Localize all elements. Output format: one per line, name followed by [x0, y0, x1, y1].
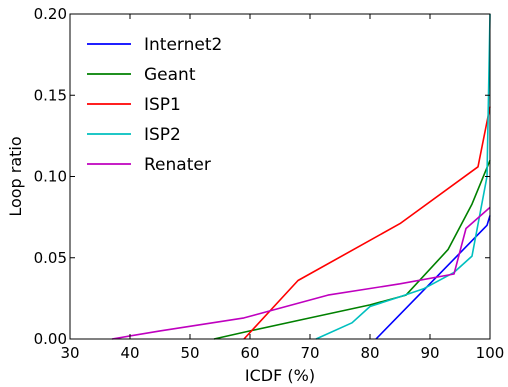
y-tick-label: 0.05: [34, 249, 67, 267]
x-tick-label: 90: [420, 344, 439, 362]
series-line-isp2: [315, 13, 491, 340]
x-tick-label: 50: [180, 344, 199, 362]
axis-ticks: 30 40 50 60 70 80 90 100 0.00 0.05 0.10 0.15 0.20: [34, 5, 505, 362]
y-tick-label: 0.20: [34, 5, 67, 23]
series-line-renater: [111, 206, 491, 340]
legend-label-isp1: ISP1: [144, 95, 181, 115]
x-tick-label: 60: [240, 344, 259, 362]
plot-frame: [69, 13, 491, 340]
legend-label-renater: Renater: [144, 155, 211, 175]
x-tick-label: 70: [300, 344, 319, 362]
x-tick-label: 100: [476, 344, 505, 362]
legend-label-isp2: ISP2: [144, 125, 181, 145]
series-line-isp1: [243, 106, 491, 340]
y-tick-label: 0.10: [34, 168, 67, 186]
x-tick-label: 30: [60, 344, 79, 362]
legend-label-internet2: Internet2: [144, 35, 222, 55]
series-line-internet2: [375, 215, 491, 340]
legend-label-geant: Geant: [144, 65, 196, 85]
series-lines: [111, 13, 491, 340]
y-tick-label: 0.00: [34, 330, 67, 348]
x-tick-label: 80: [360, 344, 379, 362]
legend: Internet2 Geant ISP1 ISP2 Renater: [87, 35, 222, 175]
y-axis-label: Loop ratio: [6, 136, 25, 216]
x-axis-label: ICDF (%): [245, 366, 315, 385]
y-tick-label: 0.15: [34, 86, 67, 104]
x-tick-label: 40: [120, 344, 139, 362]
